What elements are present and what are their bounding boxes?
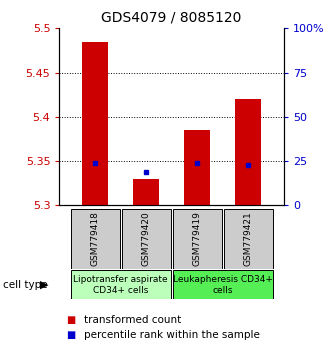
Bar: [122, 209, 171, 269]
Bar: [224, 209, 273, 269]
Text: ■: ■: [66, 330, 75, 340]
Text: Leukapheresis CD34+
cells: Leukapheresis CD34+ cells: [173, 275, 273, 295]
Text: Lipotransfer aspirate
CD34+ cells: Lipotransfer aspirate CD34+ cells: [73, 275, 168, 295]
Text: ■: ■: [66, 315, 75, 325]
Bar: [173, 209, 221, 269]
Bar: [71, 209, 119, 269]
Text: cell type: cell type: [3, 280, 48, 290]
Text: GSM779420: GSM779420: [142, 212, 150, 266]
Bar: [235, 99, 261, 205]
Text: percentile rank within the sample: percentile rank within the sample: [84, 330, 260, 340]
Bar: [82, 41, 108, 205]
Bar: [133, 179, 159, 205]
Bar: [173, 270, 273, 299]
Text: GSM779419: GSM779419: [193, 211, 202, 267]
Text: ▶: ▶: [40, 280, 49, 290]
Text: GSM779418: GSM779418: [91, 211, 100, 267]
Text: GSM779421: GSM779421: [244, 212, 252, 266]
Text: transformed count: transformed count: [84, 315, 182, 325]
Bar: [71, 270, 171, 299]
Bar: [184, 130, 210, 205]
Title: GDS4079 / 8085120: GDS4079 / 8085120: [101, 10, 242, 24]
